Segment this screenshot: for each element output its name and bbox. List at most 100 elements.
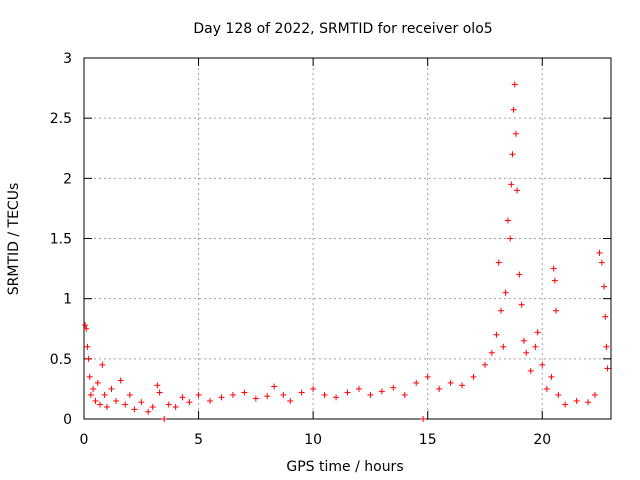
data-point <box>481 361 488 368</box>
data-point <box>459 382 466 389</box>
chart-title: Day 128 of 2022, SRMTID for receiver olo… <box>193 21 492 37</box>
data-point <box>131 406 138 413</box>
x-tick-label: 5 <box>194 432 203 448</box>
data-point <box>99 361 106 368</box>
data-point <box>603 343 610 350</box>
data-point <box>113 397 120 404</box>
data-point <box>543 385 550 392</box>
data-point <box>101 391 108 398</box>
y-tick-label: 2.5 <box>50 111 72 127</box>
data-point <box>195 391 202 398</box>
data-point <box>165 401 172 408</box>
data-point <box>551 277 558 284</box>
data-point <box>94 379 101 386</box>
data-point <box>495 259 502 266</box>
data-point <box>548 373 555 380</box>
data-point <box>512 130 519 137</box>
data-point <box>596 249 603 256</box>
data-point <box>518 301 525 308</box>
data-point <box>498 307 505 314</box>
x-tick-label: 20 <box>533 432 551 448</box>
data-point <box>186 399 193 406</box>
data-point <box>280 391 287 398</box>
data-point <box>108 385 115 392</box>
y-tick-label: 2 <box>63 171 72 187</box>
data-point <box>138 399 145 406</box>
x-tick-label: 10 <box>304 432 322 448</box>
data-point <box>553 307 560 314</box>
data-point <box>502 289 509 296</box>
data-point <box>509 151 516 158</box>
data-point <box>514 187 521 194</box>
grid <box>84 58 611 419</box>
data-point <box>179 394 186 401</box>
data-point <box>500 343 507 350</box>
data-point <box>92 397 99 404</box>
data-point <box>126 391 133 398</box>
data-point <box>207 397 214 404</box>
data-point <box>82 322 89 329</box>
data-point <box>508 181 515 188</box>
data-point <box>523 349 530 356</box>
data-point <box>154 382 161 389</box>
data-point <box>602 313 609 320</box>
data-point <box>310 385 317 392</box>
data-point <box>598 259 605 266</box>
data-point <box>149 403 156 410</box>
data-point <box>156 389 163 396</box>
data-point <box>172 403 179 410</box>
x-axis-label: GPS time / hours <box>286 459 403 475</box>
data-point <box>573 397 580 404</box>
data-point <box>86 373 93 380</box>
data-point <box>562 401 569 408</box>
data-points <box>82 81 611 422</box>
data-point <box>333 394 340 401</box>
y-tick-label: 0 <box>63 412 72 428</box>
data-point <box>84 343 91 350</box>
data-point <box>271 383 278 390</box>
y-tick-label: 3 <box>63 51 72 67</box>
data-point <box>122 401 129 408</box>
data-point <box>447 379 454 386</box>
y-axis-label: SRMTID / TECUs <box>6 183 22 296</box>
data-point <box>241 389 248 396</box>
axis-ticks: 0 5 10 15 20 0 0.5 1 1.5 2 2.5 3 <box>50 51 611 448</box>
data-point <box>90 385 97 392</box>
data-point <box>504 217 511 224</box>
data-point <box>532 343 539 350</box>
data-point <box>218 394 225 401</box>
data-point <box>103 403 110 410</box>
data-point <box>344 389 351 396</box>
data-point <box>507 235 514 242</box>
data-point <box>493 331 500 338</box>
data-point <box>534 329 541 336</box>
y-tick-label: 1 <box>63 292 72 308</box>
data-point <box>413 379 420 386</box>
data-point <box>527 367 534 374</box>
data-point <box>287 397 294 404</box>
data-point <box>87 391 94 398</box>
data-point <box>424 373 431 380</box>
data-point <box>511 81 518 88</box>
data-point <box>401 391 408 398</box>
data-point <box>298 389 305 396</box>
x-tick-label: 0 <box>80 432 89 448</box>
data-point <box>97 401 104 408</box>
data-point <box>539 361 546 368</box>
data-point <box>470 373 477 380</box>
data-point <box>510 106 517 113</box>
data-point <box>355 385 362 392</box>
data-point <box>321 391 328 398</box>
data-point <box>264 393 271 400</box>
data-point <box>117 377 124 384</box>
y-tick-label: 1.5 <box>50 232 72 248</box>
data-point <box>488 349 495 356</box>
data-point <box>516 271 523 278</box>
data-point <box>591 391 598 398</box>
data-point <box>145 408 152 415</box>
data-point <box>229 391 236 398</box>
data-point <box>555 391 562 398</box>
data-point <box>378 388 385 395</box>
